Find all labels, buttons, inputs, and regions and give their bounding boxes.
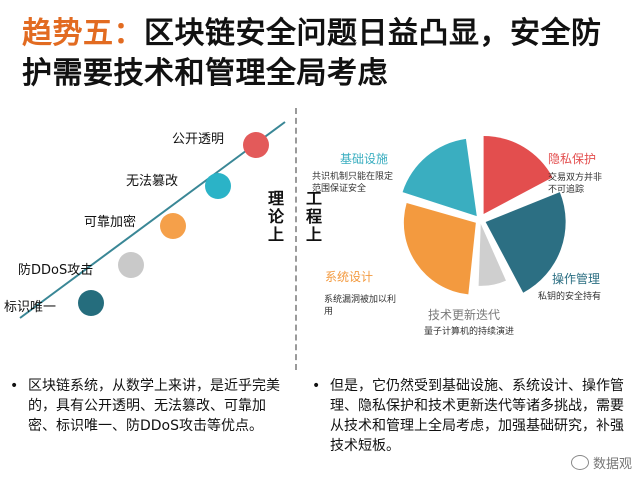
theory-label-3: 可靠加密 [84,215,137,230]
bullet-right: • 但是，它仍然受到基础设施、系统设计、操作管理、隐私保护和技术更新迭代等诸多挑… [312,376,634,456]
segment-desc-operations: 私钥的安全持有 [538,292,602,302]
pie-segment-5 [403,202,476,295]
bullet-left: • 区块链系统，从数学上来讲，是近乎完美的，具有公开透明、无法篡改、可靠加密、标… [10,376,285,436]
segment-desc-system-design: 系统漏洞被加以利用 [324,295,397,317]
segment-label-system-design: 系统设计 [325,270,374,284]
segment-desc-tech-iteration: 量子计算机的持续演进 [424,327,515,337]
theory-dot-2 [205,173,231,199]
theory-dot-5 [78,290,104,316]
pie-segment-3 [485,192,566,293]
theory-dot-4 [118,252,144,278]
segment-label-privacy: 隐私保护 [548,152,597,166]
watermark-text: 数据观 [592,457,632,472]
engineering-pie [402,135,566,295]
theory-label-2: 无法篡改 [126,174,179,189]
pie-segment-1 [402,138,477,217]
theory-dot-1 [243,132,269,158]
theory-label-5: 标识唯一 [4,300,57,315]
segment-label-operations: 操作管理 [552,272,601,286]
title-text: 区块链安全问题日益凸显，安全防护需要技术和管理全局考虑 [22,16,602,91]
title-accent: 趋势五： [22,16,144,51]
bullet-right-text: 但是，它仍然受到基础设施、系统设计、操作管理、隐私保护和技术更新迭代等诸多挑战，… [330,378,624,454]
segment-label-tech-iteration: 技术更新迭代 [428,308,501,322]
watermark: 数据观 [570,453,632,472]
theory-axis-line [19,121,286,319]
bullet-dot: • [312,378,321,394]
slide-title: 趋势五：区块链安全问题日益凸显，安全防护需要技术和管理全局考虑 [22,14,622,94]
pie-segment-2 [483,135,553,214]
theory-vertical-label: 理论上 [265,190,284,244]
theory-label-1: 公开透明 [172,132,225,147]
theory-label-4: 防DDoS攻击 [18,263,94,278]
center-divider [295,108,297,370]
bullet-left-text: 区块链系统，从数学上来讲，是近乎完美的，具有公开透明、无法篡改、可靠加密、标识唯… [28,378,280,434]
theory-dot-3 [160,213,186,239]
wechat-icon [570,455,589,470]
theory-diagram [19,121,286,319]
segment-desc-privacy: 交易双方并非不可追踪 [548,173,603,195]
engineering-vertical-label: 工程上 [303,190,322,244]
bullet-dot: • [10,378,19,394]
segment-label-infrastructure: 基础设施 [340,152,389,166]
pie-segment-4 [478,223,506,286]
segment-desc-infrastructure: 共识机制只能在限定范围保证安全 [312,172,394,194]
